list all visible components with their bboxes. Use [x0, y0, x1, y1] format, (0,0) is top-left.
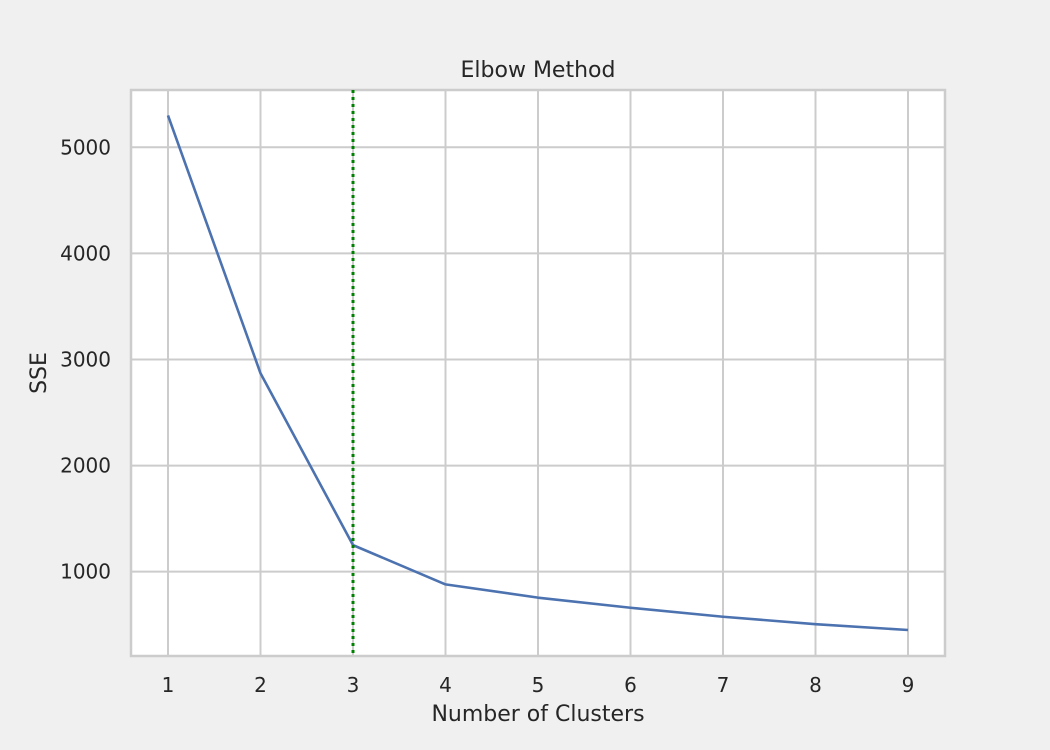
y-tick-label: 5000 — [60, 135, 111, 159]
y-tick-label: 1000 — [60, 560, 111, 584]
y-tick-label: 2000 — [60, 454, 111, 478]
x-tick-label: 4 — [439, 673, 452, 697]
y-tick-label: 3000 — [60, 347, 111, 371]
y-axis-label: SSE — [27, 352, 52, 394]
x-tick-label: 2 — [254, 673, 267, 697]
sse-series-line — [166, 115, 909, 632]
x-tick-label: 1 — [162, 673, 175, 697]
x-tick-label: 5 — [532, 673, 545, 697]
y-tick-label: 4000 — [60, 241, 111, 265]
x-axis-label: Number of Clusters — [431, 702, 644, 727]
chart-title: Elbow Method — [461, 58, 616, 83]
grid — [131, 90, 945, 656]
x-tick-label: 7 — [717, 673, 730, 697]
tick-labels: 1 2 3 4 5 6 7 8 9 1000 2000 3000 4000 5000 — [60, 135, 914, 697]
x-tick-label: 6 — [624, 673, 637, 697]
chart-marks — [166, 90, 909, 656]
x-tick-label: 9 — [902, 673, 915, 697]
x-tick-label: 3 — [347, 673, 360, 697]
x-tick-label: 8 — [809, 673, 822, 697]
